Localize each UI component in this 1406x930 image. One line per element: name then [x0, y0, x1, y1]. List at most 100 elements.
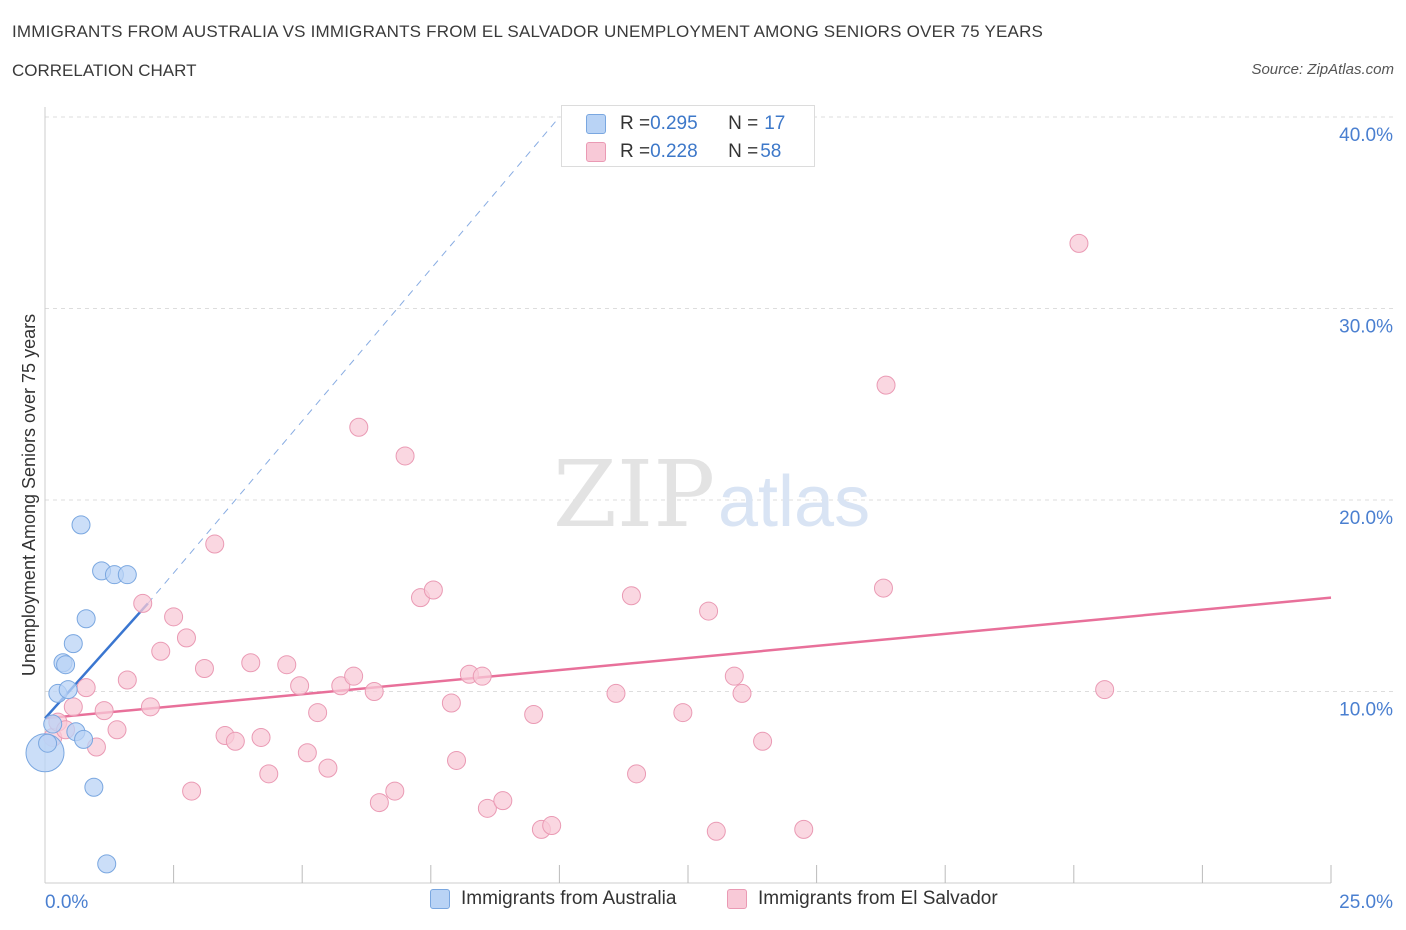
elsalvador-point[interactable] — [606, 683, 626, 703]
legend-swatch-australia — [430, 889, 450, 909]
r-value-australia: 0.295 — [650, 113, 698, 134]
elsalvador-point[interactable] — [369, 793, 389, 813]
elsalvador-point[interactable] — [627, 764, 647, 784]
elsalvador-point[interactable] — [140, 697, 160, 717]
australia-point[interactable] — [76, 609, 96, 629]
australia-point[interactable] — [63, 634, 83, 654]
source-credit: Source: ZipAtlas.com — [1251, 61, 1394, 78]
y-tick-label: 20.0% — [1339, 508, 1393, 529]
australia-point[interactable] — [38, 733, 58, 753]
australia-point[interactable] — [97, 854, 117, 874]
y-tick-label: 30.0% — [1339, 317, 1393, 338]
elsalvador-point[interactable] — [151, 641, 171, 661]
elsalvador-point[interactable] — [194, 659, 214, 679]
elsalvador-point[interactable] — [176, 628, 196, 648]
elsalvador-point[interactable] — [423, 580, 443, 600]
elsalvador-point[interactable] — [621, 586, 641, 606]
n-label: N = — [728, 113, 759, 134]
elsalvador-point[interactable] — [205, 534, 225, 554]
legend-label-elsalvador: Immigrants from El Salvador — [758, 888, 998, 909]
elsalvador-point[interactable] — [873, 578, 893, 598]
elsalvador-point[interactable] — [259, 764, 279, 784]
elsalvador-point[interactable] — [699, 601, 719, 621]
elsalvador-point[interactable] — [344, 666, 364, 686]
elsalvador-point[interactable] — [297, 743, 317, 763]
watermark-zip: ZIP — [553, 441, 715, 548]
legend-item-australia[interactable]: Immigrants from Australia — [430, 888, 676, 910]
elsalvador-point[interactable] — [133, 593, 153, 613]
australia-point[interactable] — [58, 680, 78, 700]
elsalvador-point[interactable] — [524, 704, 544, 724]
watermark: ZIP atlas — [553, 441, 870, 548]
elsalvador-swatch — [586, 142, 606, 162]
australia-point[interactable] — [56, 655, 76, 675]
y-tick-label: 10.0% — [1339, 700, 1393, 721]
elsalvador-point[interactable] — [117, 670, 137, 690]
australia-trend-extension — [147, 116, 560, 604]
bottom-legend: Immigrants from Australia Immigrants fro… — [0, 888, 1406, 916]
legend-label-australia: Immigrants from Australia — [461, 888, 677, 909]
elsalvador-point[interactable] — [706, 821, 726, 841]
elsalvador-point[interactable] — [318, 758, 338, 778]
stats-legend: R = 0.295 N = 17 R = 0.228 N = 58 — [561, 105, 815, 167]
elsalvador-point[interactable] — [94, 701, 114, 721]
elsalvador-point[interactable] — [277, 655, 297, 675]
elsalvador-point[interactable] — [724, 666, 744, 686]
australia-swatch — [586, 114, 606, 134]
elsalvador-point[interactable] — [251, 727, 271, 747]
australia-points — [25, 515, 137, 874]
elsalvador-point[interactable] — [164, 607, 184, 627]
elsalvador-point[interactable] — [182, 781, 202, 801]
elsalvador-point[interactable] — [876, 375, 896, 395]
legend-item-elsalvador[interactable]: Immigrants from El Salvador — [727, 888, 998, 910]
x-axis-ticks — [173, 865, 1332, 883]
elsalvador-point[interactable] — [107, 720, 127, 740]
chart-title: IMMIGRANTS FROM AUSTRALIA VS IMMIGRANTS … — [12, 22, 1044, 41]
n-label: N = — [728, 141, 759, 162]
r-label: R = — [620, 141, 651, 162]
grid — [45, 116, 1393, 692]
stats-row-australia: R = 0.295 N = 17 — [586, 111, 785, 137]
elsalvador-point[interactable] — [241, 653, 261, 673]
x-min-label: 0.0% — [45, 892, 88, 913]
watermark-atlas: atlas — [718, 462, 870, 542]
elsalvador-point[interactable] — [753, 731, 773, 751]
legend-swatch-elsalvador — [727, 889, 747, 909]
australia-point[interactable] — [74, 729, 94, 749]
elsalvador-point[interactable] — [331, 676, 351, 696]
elsalvador-point[interactable] — [477, 798, 497, 818]
x-max-label: 25.0% — [1339, 892, 1393, 913]
elsalvador-trend-line — [44, 596, 1332, 720]
y-axis-tick-labels: 10.0% 20.0% 30.0% 40.0% — [1339, 125, 1393, 721]
elsalvador-point[interactable] — [1095, 680, 1115, 700]
australia-point[interactable] — [84, 777, 104, 797]
elsalvador-point[interactable] — [1069, 233, 1089, 253]
elsalvador-point[interactable] — [794, 819, 814, 839]
y-axis-title: Unemployment Among Seniors over 75 years — [19, 314, 39, 676]
australia-point[interactable] — [71, 515, 91, 535]
elsalvador-point[interactable] — [441, 693, 461, 713]
elsalvador-point[interactable] — [364, 682, 384, 701]
elsalvador-point[interactable] — [290, 676, 310, 696]
elsalvador-point[interactable] — [493, 791, 513, 811]
elsalvador-point[interactable] — [673, 703, 693, 723]
elsalvador-point[interactable] — [225, 731, 245, 751]
elsalvador-point[interactable] — [732, 683, 752, 703]
elsalvador-point[interactable] — [395, 446, 415, 466]
elsalvador-point[interactable] — [349, 417, 369, 437]
elsalvador-point[interactable] — [447, 750, 467, 770]
r-value-elsalvador: 0.228 — [650, 141, 698, 162]
trend-lines — [44, 116, 1332, 720]
stats-row-elsalvador: R = 0.228 N = 58 — [586, 139, 781, 165]
chart-subtitle: CORRELATION CHART — [12, 61, 197, 80]
n-value-australia: 17 — [764, 113, 786, 134]
elsalvador-point[interactable] — [308, 703, 328, 723]
elsalvador-point[interactable] — [76, 678, 96, 698]
australia-point[interactable] — [43, 714, 63, 734]
elsalvador-point[interactable] — [472, 666, 492, 686]
australia-point[interactable] — [117, 565, 137, 585]
elsalvador-point[interactable] — [63, 697, 83, 717]
elsalvador-point[interactable] — [385, 781, 405, 801]
elsalvador-point[interactable] — [542, 816, 562, 836]
